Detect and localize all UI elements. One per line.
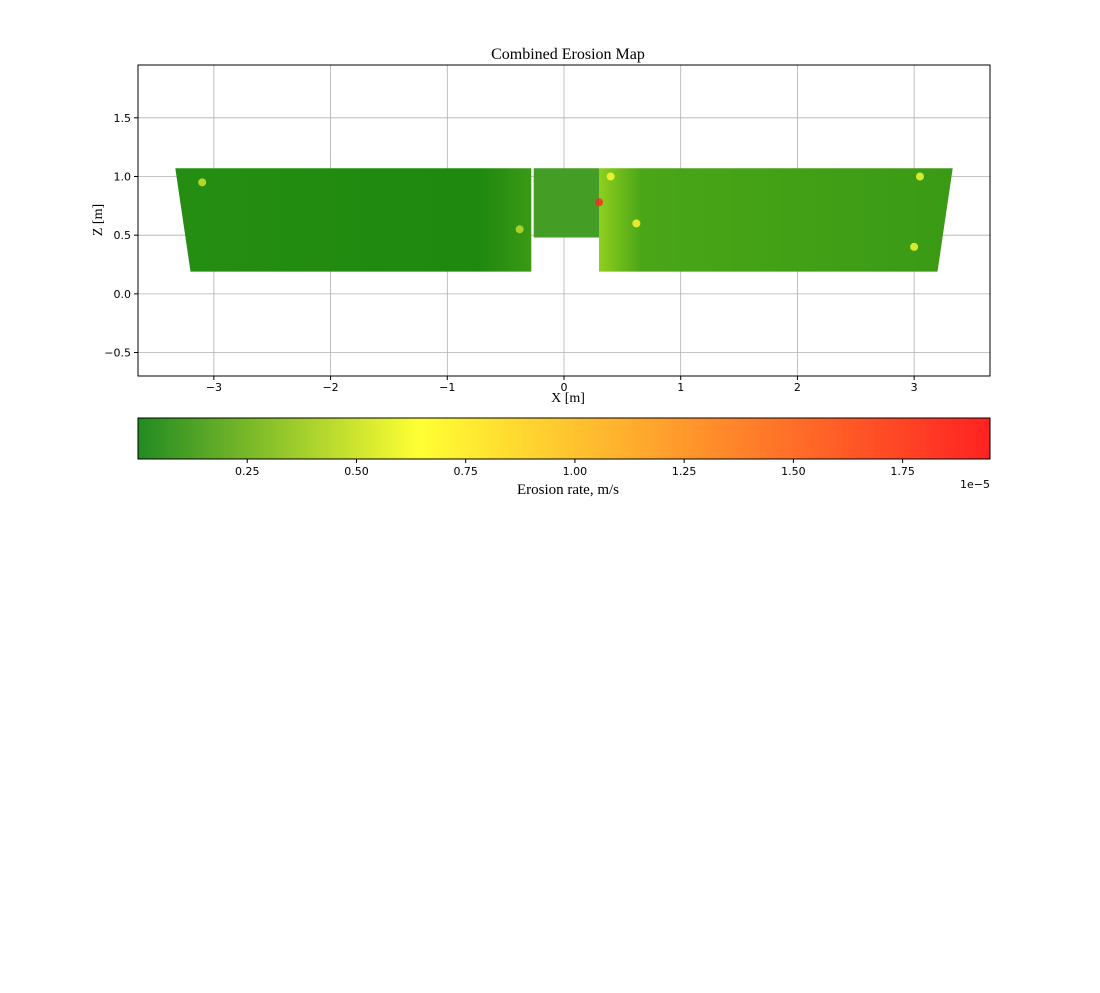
- colorbar-tick-label: 1.50: [781, 465, 806, 478]
- colorbar-tick-label: 0.75: [453, 465, 478, 478]
- x-tick-label: 1: [677, 381, 684, 394]
- y-axis-label: Z [m]: [91, 204, 106, 236]
- erosion-hotspots: [198, 172, 924, 251]
- x-tick-label: 2: [794, 381, 801, 394]
- erosion-region: [533, 168, 599, 238]
- x-tick-label: −3: [206, 381, 222, 394]
- x-tick-label: −2: [322, 381, 338, 394]
- erosion-hotspot: [198, 178, 207, 187]
- y-tick-label: 1.0: [114, 170, 132, 183]
- colorbar-tick-label: 1.25: [672, 465, 697, 478]
- y-axis-ticks: −0.5 0.0 0.5 1.0 1.5: [104, 112, 138, 360]
- colorbar-ticks: 0.25 0.50 0.75 1.00 1.25 1.50 1.75: [235, 459, 915, 478]
- chart-title: Combined Erosion Map: [491, 46, 645, 63]
- colorbar-tick-label: 0.50: [344, 465, 369, 478]
- erosion-hotspot: [515, 225, 524, 234]
- erosion-region: [175, 168, 532, 272]
- y-tick-label: 0.5: [114, 229, 132, 242]
- colorbar: [137, 417, 991, 460]
- y-tick-label: 0.0: [114, 288, 132, 301]
- colorbar-offset-text: 1e−5: [960, 478, 990, 491]
- erosion-hotspot: [910, 242, 919, 251]
- x-tick-label: 0: [561, 381, 568, 394]
- x-axis-label: X [m]: [551, 391, 585, 406]
- colorbar-tick-label: 1.00: [563, 465, 588, 478]
- y-tick-label: 1.5: [114, 112, 132, 125]
- erosion-hotspot: [595, 198, 604, 207]
- colorbar-tick-label: 1.75: [890, 465, 915, 478]
- colorbar-label: Erosion rate, m/s: [517, 482, 619, 498]
- erosion-hotspot: [915, 172, 924, 181]
- x-axis-ticks: −3 −2 −1 0 1 2 3: [206, 376, 918, 394]
- y-tick-label: −0.5: [104, 347, 131, 360]
- erosion-hotspot: [606, 172, 615, 181]
- colorbar-tick-label: 0.25: [235, 465, 260, 478]
- erosion-region: [599, 168, 953, 272]
- x-tick-label: 3: [911, 381, 918, 394]
- erosion-hotspot: [632, 219, 641, 228]
- erosion-regions: [175, 168, 953, 272]
- x-tick-label: −1: [439, 381, 455, 394]
